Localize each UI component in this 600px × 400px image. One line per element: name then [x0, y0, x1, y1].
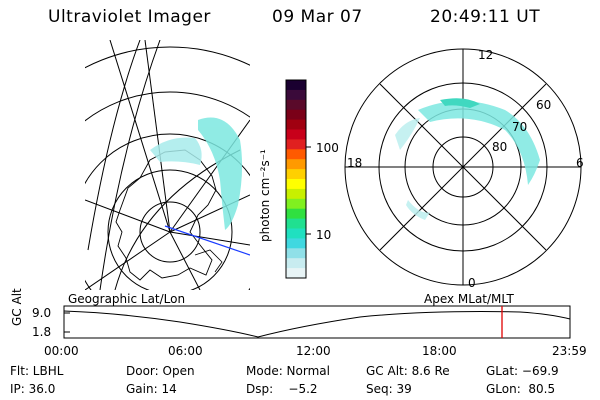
- diagonal-line: [379, 83, 547, 251]
- aurora-left: [150, 117, 243, 230]
- mode-info: Mode: Normal: [246, 364, 330, 378]
- coastline: [115, 149, 217, 281]
- colorbar-swatch: [286, 258, 306, 269]
- xtick-1800: 18:00: [422, 344, 457, 358]
- colorbar-tick-100: 100: [316, 141, 339, 155]
- grid-arc: [87, 40, 141, 251]
- colorbar-swatch: [286, 149, 306, 160]
- colorbar-swatch: [286, 99, 306, 111]
- lat-label-60: 60: [536, 98, 552, 112]
- instrument-title: Ultraviolet Imager: [48, 7, 211, 27]
- filter-info: Flt: LBHL: [10, 364, 64, 378]
- colorbar-swatch: [286, 139, 306, 150]
- geographic-caption: Geographic Lat/Lon: [68, 292, 186, 306]
- colorbar-swatch: [286, 208, 306, 220]
- seq-info: Seq: 39: [366, 382, 412, 396]
- meridian: [109, 40, 171, 233]
- mlt-label-6: 6: [576, 156, 584, 170]
- aurora-right: [395, 98, 540, 220]
- colorbar-tick-10: 10: [316, 228, 332, 242]
- meridian: [169, 231, 201, 290]
- mlt-label-12: 12: [478, 48, 494, 62]
- glat-info: GLat: −69.9: [486, 364, 559, 378]
- date-label: 09 Mar 07: [272, 7, 363, 27]
- xtick-1200: 12:00: [296, 344, 331, 358]
- polar-map: [344, 48, 582, 286]
- ytick-label-top: 9.0: [32, 306, 52, 320]
- xtick-0600: 06:00: [168, 344, 203, 358]
- geographic-map: [85, 40, 250, 290]
- colorbar-swatch: [286, 179, 306, 190]
- ip-info: IP: 36.0: [10, 382, 56, 396]
- gc-alt-info: GC Alt: 8.6 Re: [366, 364, 450, 378]
- apex-caption: Apex MLat/MLT: [424, 292, 514, 306]
- colorbar-swatch: [286, 80, 306, 91]
- mlt-label-18: 18: [347, 156, 363, 170]
- glon-info: GLon: 80.5: [486, 382, 556, 396]
- gain-info: Gain: 14: [126, 382, 177, 396]
- grid-arc: [99, 40, 161, 290]
- meridian: [85, 199, 171, 233]
- colorbar-swatch: [286, 238, 306, 249]
- lat-circle: [85, 46, 250, 69]
- colorbar-swatch: [286, 119, 306, 130]
- mlt-label-0: 0: [468, 276, 476, 290]
- lat-circle: [139, 201, 201, 263]
- ytick-label-bottom: 1.8: [32, 325, 52, 339]
- xtick-0000: 00:00: [44, 344, 79, 358]
- colorbar-frame: [285, 79, 307, 279]
- colorbar-swatch: [286, 188, 306, 200]
- colorbar-swatch: [286, 198, 306, 210]
- time-label: 20:49:11 UT: [430, 7, 541, 27]
- colorbar-swatch: [286, 248, 306, 259]
- colorbar-swatch: [286, 268, 306, 279]
- colorbar-swatch: [286, 129, 306, 140]
- door-info: Door: Open: [126, 364, 195, 378]
- colorbar-swatch: [286, 218, 306, 229]
- colorbar-swatch: [286, 228, 306, 239]
- colorbar-swatch: [286, 159, 306, 170]
- lat-circle: [107, 169, 233, 290]
- meridian: [169, 231, 250, 246]
- lat-circle: [85, 133, 250, 290]
- colorbar-swatch: [286, 169, 306, 180]
- meridian: [85, 231, 171, 290]
- timeline-ylabel: GC Alt: [10, 288, 24, 326]
- dsp-info: Dsp: −5.2: [246, 382, 318, 396]
- lat-label-80: 80: [492, 140, 508, 154]
- colorbar: [285, 79, 311, 279]
- colorbar-unit-label: photon cm⁻²s⁻¹: [258, 149, 272, 242]
- lat-circle: [85, 91, 250, 122]
- colorbar-swatch: [286, 89, 306, 101]
- terminator-line: [164, 225, 250, 256]
- lat-label-70: 70: [512, 120, 528, 134]
- coastline-detail: [194, 249, 223, 273]
- xtick-2359: 23:59: [552, 344, 587, 358]
- colorbar-swatch: [286, 109, 306, 121]
